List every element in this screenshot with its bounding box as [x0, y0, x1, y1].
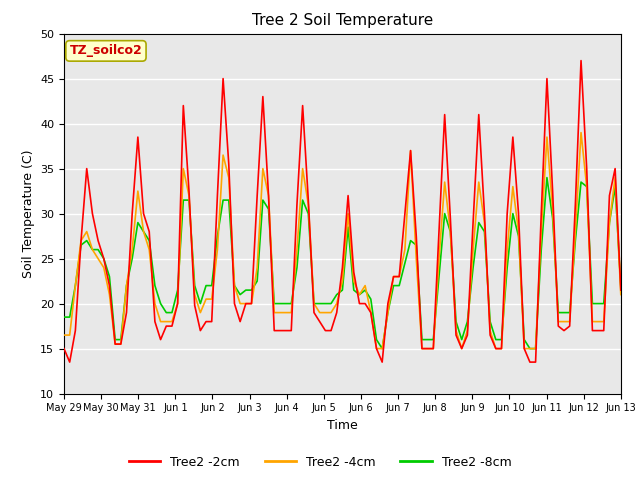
Text: TZ_soilco2: TZ_soilco2 — [70, 44, 142, 58]
Tree2 -8cm — [356, 292, 364, 298]
Legend: Tree2 -2cm, Tree2 -4cm, Tree2 -8cm: Tree2 -2cm, Tree2 -4cm, Tree2 -8cm — [124, 451, 516, 474]
Tree2 -4cm — [339, 278, 346, 284]
Tree2 -4cm — [60, 332, 68, 338]
Tree2 -4cm — [356, 292, 364, 298]
Tree2 -8cm — [191, 283, 198, 288]
Tree2 -2cm — [236, 319, 244, 324]
Tree2 -4cm — [208, 296, 216, 302]
Tree2 -8cm — [208, 283, 216, 288]
Tree2 -8cm — [543, 175, 551, 180]
Title: Tree 2 Soil Temperature: Tree 2 Soil Temperature — [252, 13, 433, 28]
Tree2 -2cm — [362, 300, 369, 306]
Tree2 -4cm — [617, 292, 625, 298]
Tree2 -2cm — [617, 287, 625, 293]
Tree2 -2cm — [503, 211, 511, 216]
Tree2 -8cm — [230, 283, 238, 288]
Line: Tree2 -2cm: Tree2 -2cm — [64, 60, 621, 362]
Tree2 -4cm — [503, 247, 511, 252]
Tree2 -2cm — [196, 328, 204, 334]
Tree2 -4cm — [191, 292, 198, 298]
Tree2 -2cm — [214, 192, 221, 199]
Tree2 -8cm — [339, 287, 346, 293]
Tree2 -8cm — [378, 346, 386, 351]
Tree2 -4cm — [372, 346, 380, 351]
X-axis label: Time: Time — [327, 419, 358, 432]
Tree2 -2cm — [344, 192, 352, 199]
Tree2 -2cm — [60, 346, 68, 351]
Tree2 -4cm — [577, 130, 585, 135]
Tree2 -8cm — [617, 283, 625, 288]
Line: Tree2 -4cm: Tree2 -4cm — [64, 132, 621, 348]
Tree2 -2cm — [66, 359, 74, 365]
Y-axis label: Soil Temperature (C): Soil Temperature (C) — [22, 149, 35, 278]
Tree2 -4cm — [230, 283, 238, 288]
Tree2 -8cm — [60, 314, 68, 320]
Tree2 -2cm — [577, 58, 585, 63]
Tree2 -8cm — [503, 264, 511, 270]
Line: Tree2 -8cm: Tree2 -8cm — [64, 178, 621, 348]
